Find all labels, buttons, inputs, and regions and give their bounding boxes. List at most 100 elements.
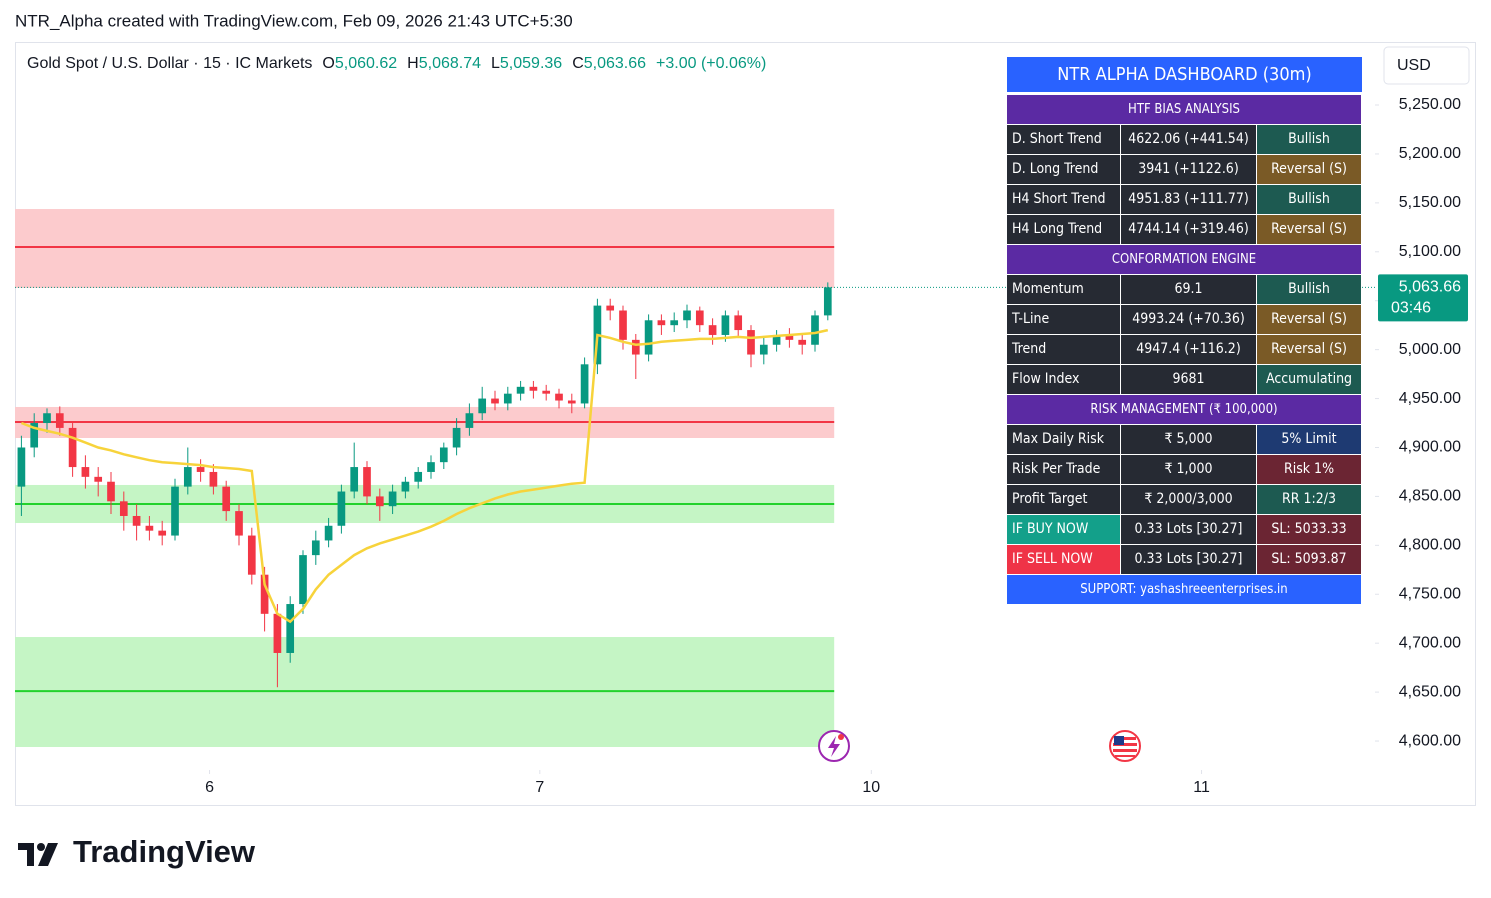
candle-body: [567, 400, 576, 404]
legend-text: O: [322, 55, 334, 72]
candle-body: [529, 386, 538, 391]
candle-body: [465, 413, 474, 428]
dashboard-cell: HTF BIAS ANALYSIS: [1007, 95, 1362, 125]
y-tick-label: 4,950.00: [1399, 390, 1461, 407]
candle-body: [670, 320, 679, 326]
candle-body: [503, 393, 512, 404]
candle-body: [439, 447, 448, 463]
dashboard-cell: SL: 5093.87: [1257, 545, 1362, 575]
candle-body: [708, 325, 717, 335]
candle-body: [619, 310, 627, 340]
x-tick-label: 7: [535, 779, 544, 796]
legend-text: 5,059.36: [500, 55, 562, 72]
dashboard-row: CONFORMATION ENGINE: [1007, 245, 1362, 275]
dashboard-cell: Trend: [1007, 335, 1121, 365]
dashboard-cell: H4 Short Trend: [1007, 185, 1121, 215]
candle-body: [286, 604, 295, 653]
candle-body: [68, 427, 77, 468]
y-tick-label: 4,600.00: [1399, 732, 1461, 749]
y-tick-label: 4,900.00: [1399, 439, 1461, 456]
dashboard-cell: 5% Limit: [1257, 425, 1362, 455]
dashboard-cell: 4951.83 (+111.77): [1121, 185, 1257, 215]
dashboard: NTR ALPHA DASHBOARD (30m) HTF BIAS ANALY…: [1007, 57, 1362, 605]
dashboard-cell: Accumulating: [1257, 365, 1362, 395]
candle-body: [94, 476, 103, 482]
candle-body: [350, 467, 359, 492]
candle-body: [811, 315, 819, 345]
legend-text: 5,063.66: [584, 55, 646, 72]
dashboard-row: IF SELL NOW 0.33 Lots [30.27] SL: 5093.87: [1007, 545, 1362, 575]
candle-body: [657, 320, 666, 326]
y-tick-label: 4,850.00: [1399, 488, 1461, 505]
dashboard-cell: Bullish: [1257, 185, 1362, 215]
candle-body: [772, 334, 781, 345]
last-price-box: [1378, 274, 1468, 322]
dashboard-cell: Max Daily Risk: [1007, 425, 1121, 455]
header: NTR_Alpha created with TradingView.com, …: [15, 11, 573, 30]
dashboard-cell: ₹ 5,000: [1121, 425, 1257, 455]
currency[interactable]: USD: [1397, 57, 1431, 74]
flag: [1113, 736, 1137, 757]
y-tick-label: 5,250.00: [1399, 96, 1461, 113]
dashboard-row: Risk Per Trade ₹ 1,000 Risk 1%: [1007, 455, 1362, 485]
zone: [15, 209, 835, 288]
candle-body: [337, 491, 346, 526]
candle-body: [119, 501, 128, 516]
candle-body: [196, 467, 205, 472]
candle-body: [222, 486, 231, 512]
candle-body: [606, 305, 615, 311]
dashboard-row: Flow Index 9681 Accumulating: [1007, 365, 1362, 395]
dashboard-cell: 4622.06 (+441.54): [1121, 125, 1257, 155]
dashboard-cell: 4993.24 (+70.36): [1121, 305, 1257, 335]
legend-text: +3.00 (+0.06%): [656, 55, 766, 72]
legend: Gold Spot / U.S. Dollar · 15 · IC Market…: [27, 55, 766, 72]
candle-body: [695, 310, 704, 326]
trend-line: [20, 328, 829, 624]
legend-text: 5,060.62: [335, 55, 397, 72]
legend-text: 5,068.74: [419, 55, 481, 72]
dashboard-row: IF BUY NOW 0.33 Lots [30.27] SL: 5033.33: [1007, 515, 1362, 545]
candle-body: [491, 398, 499, 404]
dashboard-row: Max Daily Risk ₹ 5,000 5% Limit: [1007, 425, 1362, 455]
dashboard-cell: ₹ 1,000: [1121, 455, 1257, 485]
candle-body: [260, 574, 269, 614]
legend-text: Gold Spot / U.S. Dollar · 15 · IC Market…: [27, 55, 312, 72]
dashboard-cell: Bullish: [1257, 275, 1362, 305]
candle-body: [823, 287, 832, 316]
y-tick-label: 4,750.00: [1399, 585, 1461, 602]
brand: TradingView: [73, 834, 256, 869]
dashboard-cell: Reversal (S): [1257, 155, 1362, 185]
y-tick-label: 4,700.00: [1399, 634, 1461, 651]
dashboard-cell: SL: 5033.33: [1257, 515, 1362, 545]
dashboard-title: NTR ALPHA DASHBOARD (30m): [1007, 57, 1362, 92]
event-dot: [838, 734, 844, 740]
dashboard-cell: 4947.4 (+116.2): [1121, 335, 1257, 365]
candle-body: [145, 525, 154, 531]
dashboard-row: HTF BIAS ANALYSIS: [1007, 95, 1362, 125]
dashboard-cell: 69.1: [1121, 275, 1257, 305]
dashboard-row: T-Line 4993.24 (+70.36) Reversal (S): [1007, 305, 1362, 335]
candle-body: [171, 486, 179, 536]
dashboard-cell: 9681: [1121, 365, 1257, 395]
candle-body: [107, 481, 115, 502]
candle-body: [785, 334, 794, 340]
dashboard-row: RISK MANAGEMENT (₹ 100,000): [1007, 395, 1362, 425]
dashboard-cell: Risk 1%: [1257, 455, 1362, 485]
y-tick-label: 5,000.00: [1399, 341, 1461, 358]
candle-body: [798, 339, 807, 345]
dashboard-row: H4 Long Trend 4744.14 (+319.46) Reversal (…: [1007, 215, 1362, 245]
dashboard-cell: SUPPORT: yashashreeenterprises.in: [1007, 575, 1362, 605]
dashboard-cell: RISK MANAGEMENT (₹ 100,000): [1007, 395, 1362, 425]
candle-body: [644, 320, 653, 355]
dashboard-row: D. Long Trend 3941 (+1122.6) Reversal (S): [1007, 155, 1362, 185]
dashboard-cell: 0.33 Lots [30.27]: [1121, 515, 1257, 545]
candle-body: [132, 515, 141, 526]
y-tick-label: 4,650.00: [1399, 683, 1461, 700]
candle-body: [183, 467, 192, 487]
dashboard-cell: 0.33 Lots [30.27]: [1121, 545, 1257, 575]
currency-button[interactable]: [1383, 46, 1470, 85]
dashboard-cell: CONFORMATION ENGINE: [1007, 245, 1362, 275]
candle-body: [516, 386, 525, 394]
dashboard-cell: RR 1:2/3: [1257, 485, 1362, 515]
